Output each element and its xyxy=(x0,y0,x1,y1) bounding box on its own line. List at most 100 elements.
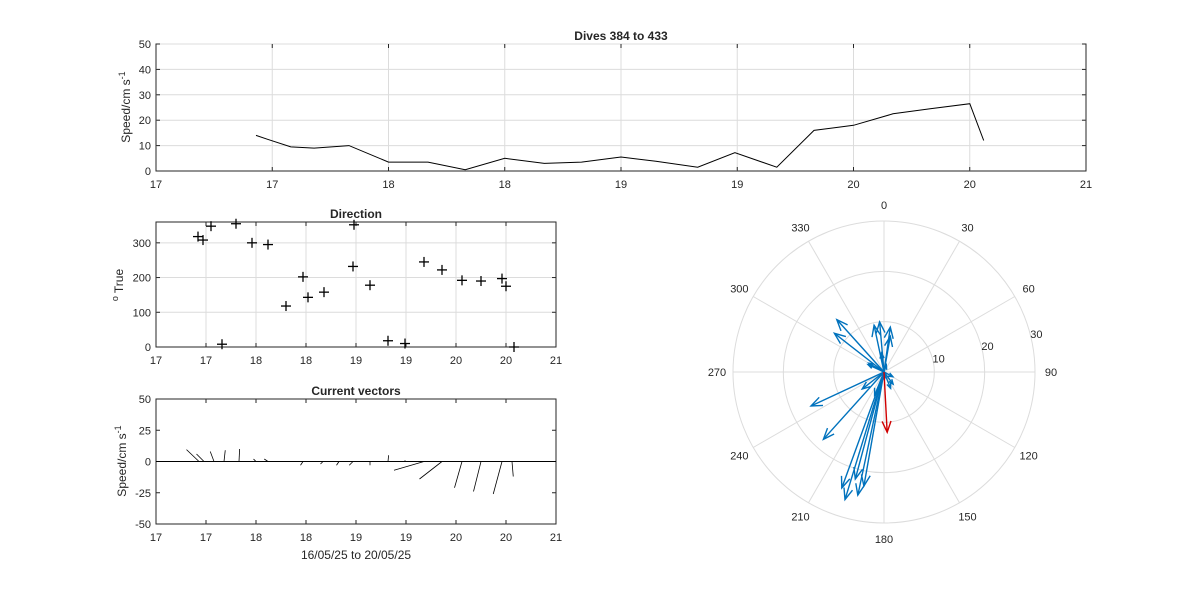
compass-arrow-head xyxy=(853,466,864,481)
compass-angle-label: 60 xyxy=(1023,284,1035,296)
compass-grid xyxy=(732,220,1036,524)
compass-angle-label: 0 xyxy=(881,200,887,212)
direction-grid xyxy=(156,222,556,347)
vectors-xtick-label: 17 xyxy=(200,532,212,544)
compass-ring-label: 20 xyxy=(981,341,993,353)
direction-ylabel-text: True xyxy=(112,269,126,294)
compass-arrow-head xyxy=(871,323,882,338)
compass-arrow xyxy=(832,332,885,373)
vectors-ytick-label: -25 xyxy=(135,488,151,500)
compass-angle-label: 270 xyxy=(708,367,726,379)
vector-stick xyxy=(511,461,514,477)
compass-arrow-head xyxy=(886,383,892,391)
direction-point xyxy=(247,237,257,248)
compass-arrow xyxy=(860,371,885,488)
compass-arrow xyxy=(835,318,885,373)
direction-xtick-label: 18 xyxy=(250,355,262,367)
compass-spoke xyxy=(883,296,1016,373)
compass-arrow-head xyxy=(835,318,848,332)
compass-angle-label: 180 xyxy=(875,534,893,546)
speed-xtick-label: 19 xyxy=(615,179,627,191)
vectors-y-ticks: -50 -25 0 25 50 xyxy=(135,394,556,531)
direction-ytick-label: 0 xyxy=(145,342,151,354)
speed-xtick-label: 20 xyxy=(964,179,976,191)
compass-arrow-shaft xyxy=(841,371,885,489)
direction-point xyxy=(501,281,511,292)
speed-ytick-label: 30 xyxy=(139,90,151,102)
vectors-xtick-label: 20 xyxy=(500,532,512,544)
direction-ylabel-prefix: o xyxy=(110,296,120,301)
compass-arrow-head xyxy=(840,475,851,490)
vectors-xtick-label: 21 xyxy=(550,532,562,544)
compass-arrow-shaft xyxy=(863,371,885,487)
vectors-xtick-label: 17 xyxy=(150,532,162,544)
direction-y-ticks: 0 100 200 300 xyxy=(133,238,556,354)
direction-ytick-label: 200 xyxy=(133,273,151,285)
direction-xtick-label: 20 xyxy=(500,355,512,367)
direction-title: Direction xyxy=(330,207,382,221)
speed-xtick-label: 19 xyxy=(731,179,743,191)
direction-point xyxy=(281,301,291,312)
vectors-ytick-label: 0 xyxy=(145,457,151,469)
compass-ring xyxy=(833,321,935,423)
vector-stick xyxy=(393,461,425,471)
vector-stick xyxy=(238,448,241,462)
compass-arrow-shaft xyxy=(861,371,885,390)
compass-spoke xyxy=(883,371,1016,448)
direction-ytick-label: 300 xyxy=(133,238,151,250)
speed-title: Dives 384 to 433 xyxy=(574,29,668,43)
compass-arrow xyxy=(809,371,885,407)
compass-angle-label: 120 xyxy=(1019,451,1037,463)
compass-angle-label: 330 xyxy=(791,222,809,234)
direction-point xyxy=(400,338,410,349)
compass-angle-label: 30 xyxy=(961,222,973,234)
vectors-ytick-label: 50 xyxy=(139,394,151,406)
compass-arrow-shaft xyxy=(822,371,885,440)
compass-arrow-head xyxy=(860,381,871,391)
compass-mean-vector xyxy=(881,371,892,435)
vector-stick xyxy=(196,453,205,462)
compass-arrow xyxy=(866,363,885,373)
speed-y-ticks: 0 10 20 30 40 50 xyxy=(139,39,1086,178)
compass-arrow-head xyxy=(879,351,885,359)
compass-spoke xyxy=(808,240,885,373)
vector-stick xyxy=(473,461,482,492)
vectors-xtick-label: 18 xyxy=(300,532,312,544)
vectors-xtick-label: 18 xyxy=(250,532,262,544)
vector-stick xyxy=(264,458,269,462)
compass-arrow-shaft xyxy=(833,332,885,373)
direction-xtick-label: 20 xyxy=(450,355,462,367)
compass-arrow-shaft xyxy=(867,363,885,373)
compass-mean-arrow-shaft xyxy=(883,371,888,433)
direction-point xyxy=(437,264,447,275)
vector-stick xyxy=(253,458,257,462)
compass-arrow xyxy=(883,371,895,378)
compass-arrow-shaft xyxy=(810,371,885,407)
compass-ring xyxy=(732,220,1036,524)
speed-grid xyxy=(156,43,1086,171)
direction-points xyxy=(193,218,519,352)
direction-point xyxy=(348,261,358,272)
speed-x-ticks: 17 17 18 18 19 19 20 20 21 xyxy=(150,44,1092,191)
speed-xtick-label: 18 xyxy=(382,179,394,191)
compass-arrow xyxy=(822,371,885,441)
compass-arrow-head xyxy=(883,325,894,339)
speed-ytick-label: 20 xyxy=(139,115,151,127)
vectors-ylabel-superscript: -1 xyxy=(113,425,123,433)
vector-stick xyxy=(300,461,304,466)
compass-arrow-shaft xyxy=(836,319,885,373)
compass-arrow xyxy=(883,371,892,391)
compass-arrow-head xyxy=(887,372,895,378)
direction-point xyxy=(476,276,486,287)
speed-series-line xyxy=(255,103,985,171)
speed-ytick-label: 50 xyxy=(139,39,151,51)
vectors-panel: -50 -25 0 25 50 17 17 18 18 19 19 20 20 21 Current v… xyxy=(113,384,562,562)
compass-arrow xyxy=(853,371,885,481)
vector-stick xyxy=(387,455,390,462)
direction-point xyxy=(263,239,273,250)
compass-arrow xyxy=(860,371,885,391)
compass-angle-label: 90 xyxy=(1045,367,1057,379)
compass-arrow-head xyxy=(875,320,886,334)
direction-point xyxy=(206,221,216,232)
